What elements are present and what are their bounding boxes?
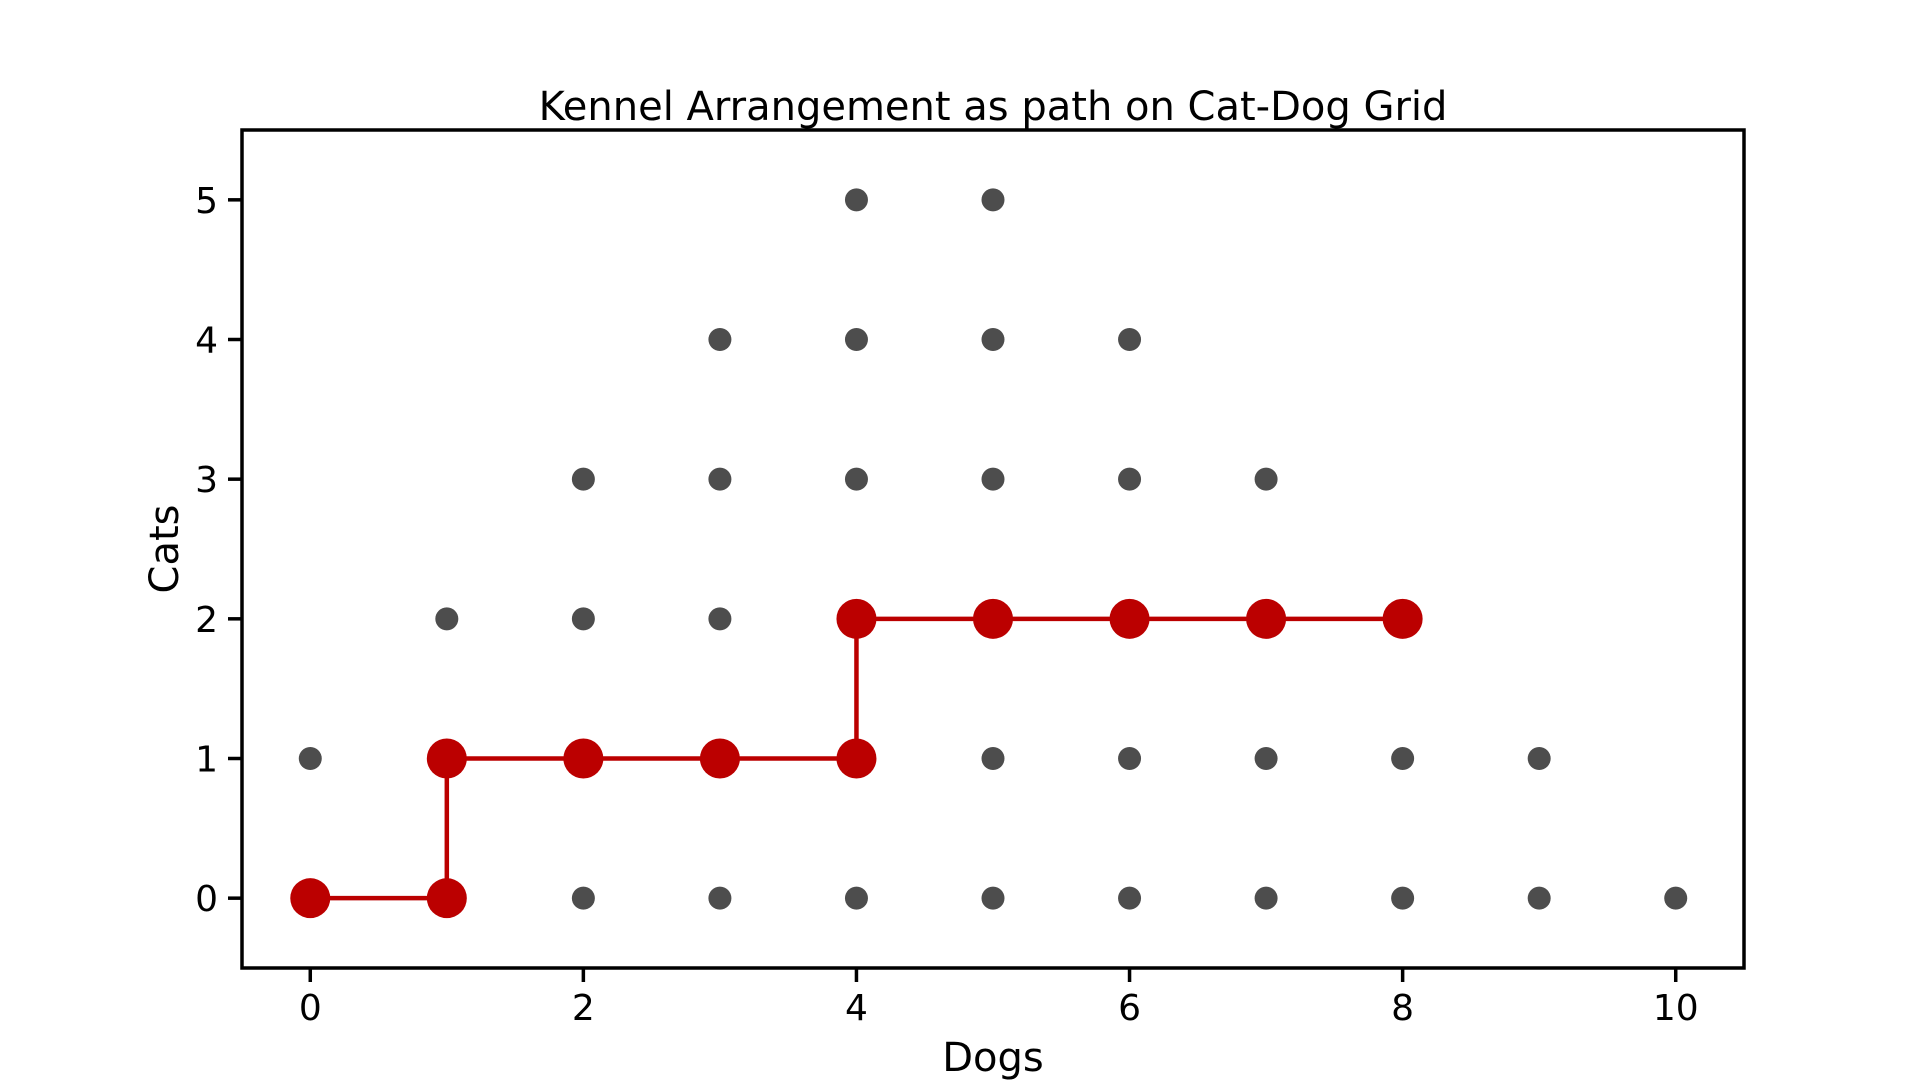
grid-point — [708, 886, 732, 910]
grid-point — [844, 328, 868, 351]
chart-title: Kennel Arrangement as path on Cat-Dog Gr… — [539, 84, 1448, 130]
grid-point — [1527, 886, 1551, 910]
path-point — [973, 598, 1013, 639]
grid-point — [708, 607, 732, 631]
x-tick-label: 6 — [1118, 988, 1141, 1029]
path-point — [290, 878, 331, 919]
path-point — [1382, 598, 1423, 639]
y-tick-label: 5 — [195, 181, 218, 222]
grid-point — [1391, 747, 1415, 770]
grid-point — [571, 607, 595, 631]
y-tick-label: 2 — [195, 600, 218, 641]
y-axis-ticks: 0 1 2 3 4 5 — [195, 181, 242, 920]
grid-point — [844, 467, 868, 491]
grid-point — [298, 747, 322, 770]
path-point — [426, 878, 467, 919]
grid-point — [435, 607, 459, 631]
grid-point — [1527, 747, 1551, 770]
y-tick-label: 3 — [195, 460, 218, 501]
y-tick-label: 1 — [195, 740, 218, 781]
grid-point — [981, 188, 1005, 212]
grid-point — [844, 886, 868, 910]
grid-point — [981, 886, 1005, 910]
grid-point — [1118, 886, 1142, 910]
y-axis-label: Cats — [142, 505, 188, 594]
path-point — [426, 738, 467, 779]
path-layer — [290, 598, 1423, 919]
x-tick-label: 0 — [299, 988, 322, 1029]
y-tick-label: 4 — [195, 321, 218, 362]
grid-point — [1118, 328, 1142, 351]
y-tick-label: 0 — [195, 879, 218, 920]
path-point — [836, 598, 877, 639]
x-axis-label: Dogs — [942, 1035, 1044, 1080]
grid-point — [981, 467, 1005, 491]
grid-point — [1254, 467, 1278, 491]
x-axis-ticks: 0 2 4 6 8 10 — [299, 968, 1699, 1029]
grid-point — [1118, 467, 1142, 491]
grid-point — [708, 328, 732, 351]
grid-point — [1254, 747, 1278, 770]
grid-point — [981, 328, 1005, 351]
grid-point — [571, 886, 595, 910]
path-point — [699, 738, 740, 779]
points-layer — [298, 188, 1688, 910]
path-point — [563, 738, 604, 779]
grid-point — [708, 467, 732, 491]
x-tick-label: 10 — [1653, 988, 1699, 1029]
path-point — [836, 738, 877, 779]
path-point — [1109, 598, 1150, 639]
path-point — [1246, 598, 1287, 639]
x-tick-label: 2 — [572, 988, 595, 1029]
grid-point — [981, 747, 1005, 770]
grid-point — [1664, 886, 1688, 910]
grid-point — [571, 467, 595, 491]
x-tick-label: 8 — [1391, 988, 1414, 1029]
grid-point — [844, 188, 868, 212]
grid-point — [1391, 886, 1415, 910]
plot-frame — [240, 128, 1746, 970]
x-tick-label: 4 — [845, 988, 868, 1029]
grid-point — [1254, 886, 1278, 910]
grid-point — [1118, 747, 1142, 770]
